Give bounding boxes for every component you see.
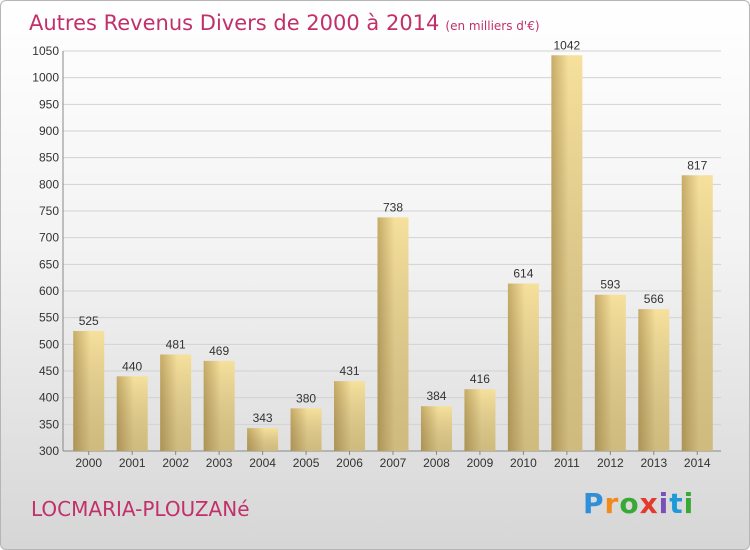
y-tick-label: 650 [39, 257, 59, 271]
y-tick-label: 450 [39, 364, 59, 378]
bar-shading [638, 309, 670, 451]
y-tick-label: 550 [39, 311, 59, 325]
bar-value-label: 343 [253, 411, 273, 425]
bar-value-label: 384 [426, 389, 446, 403]
bar-value-label: 566 [644, 292, 664, 306]
x-tick-label: 2011 [554, 456, 580, 470]
bar-shading [290, 408, 322, 451]
bar-value-label: 469 [209, 344, 229, 358]
bar-value-label: 481 [166, 337, 186, 351]
y-tick-label: 1000 [32, 71, 59, 85]
logo-letter: x [639, 487, 659, 520]
bar-shading [464, 389, 496, 451]
x-tick-label: 2010 [510, 456, 537, 470]
title-text: Autres Revenus Divers de 2000 à 2014 [29, 11, 440, 35]
bar-shading [681, 175, 713, 451]
y-tick-label: 350 [39, 417, 59, 431]
logo-letter: i [658, 487, 670, 520]
bar-value-label: 525 [79, 314, 99, 328]
x-tick-label: 2005 [293, 456, 320, 470]
location-name: LOCMARIA-PLOUZANé [31, 497, 250, 521]
logo-letter: o [619, 487, 640, 520]
x-tick-label: 2006 [336, 456, 363, 470]
x-tick-label: 2002 [162, 456, 189, 470]
bar-shading [116, 376, 148, 451]
logo-letter: P [583, 487, 605, 520]
bar-shading [377, 217, 409, 451]
bar-value-label: 440 [122, 359, 142, 373]
bar-value-label: 380 [296, 391, 316, 405]
proxiti-logo: Proxiti [583, 487, 694, 520]
unit-label: (en milliers d'€) [445, 19, 540, 33]
bar-value-label: 1042 [554, 38, 581, 52]
bar-value-label: 593 [600, 278, 620, 292]
x-tick-label: 2008 [423, 456, 450, 470]
y-tick-label: 400 [39, 391, 59, 405]
bar-value-label: 431 [340, 364, 360, 378]
x-tick-label: 2012 [597, 456, 624, 470]
bar-value-label: 416 [470, 372, 490, 386]
y-tick-label: 1050 [32, 44, 59, 58]
bar-shading [203, 360, 235, 451]
y-tick-label: 700 [39, 231, 59, 245]
y-tick-label: 800 [39, 177, 59, 191]
bar-value-label: 614 [513, 267, 533, 281]
bar-shading [507, 283, 539, 451]
y-tick-label: 850 [39, 151, 59, 165]
bar-shading [73, 331, 105, 451]
x-tick-label: 2007 [380, 456, 407, 470]
bar-shading [420, 406, 452, 451]
y-tick-label: 600 [39, 284, 59, 298]
bar-shading [594, 294, 626, 451]
logo-letter: r [604, 487, 620, 520]
bar-shading [551, 55, 583, 452]
x-tick-label: 2000 [75, 456, 102, 470]
x-tick-label: 2009 [467, 456, 494, 470]
bar-shading [247, 428, 279, 451]
logo-letter: i [683, 487, 695, 520]
x-tick-label: 2004 [249, 456, 276, 470]
bar-value-label: 817 [687, 158, 707, 172]
y-tick-label: 750 [39, 204, 59, 218]
x-tick-label: 2014 [684, 456, 711, 470]
y-tick-label: 500 [39, 337, 59, 351]
bar-value-label: 738 [383, 200, 403, 214]
x-tick-label: 2001 [119, 456, 146, 470]
chart-title: Autres Revenus Divers de 2000 à 2014 (en … [29, 11, 540, 35]
y-tick-label: 950 [39, 97, 59, 111]
y-tick-label: 300 [39, 444, 59, 458]
x-tick-label: 2003 [206, 456, 233, 470]
y-tick-label: 900 [39, 124, 59, 138]
bar-shading [334, 381, 366, 451]
bar-shading [160, 354, 192, 451]
x-tick-label: 2013 [640, 456, 667, 470]
logo-letter: t [669, 487, 684, 520]
